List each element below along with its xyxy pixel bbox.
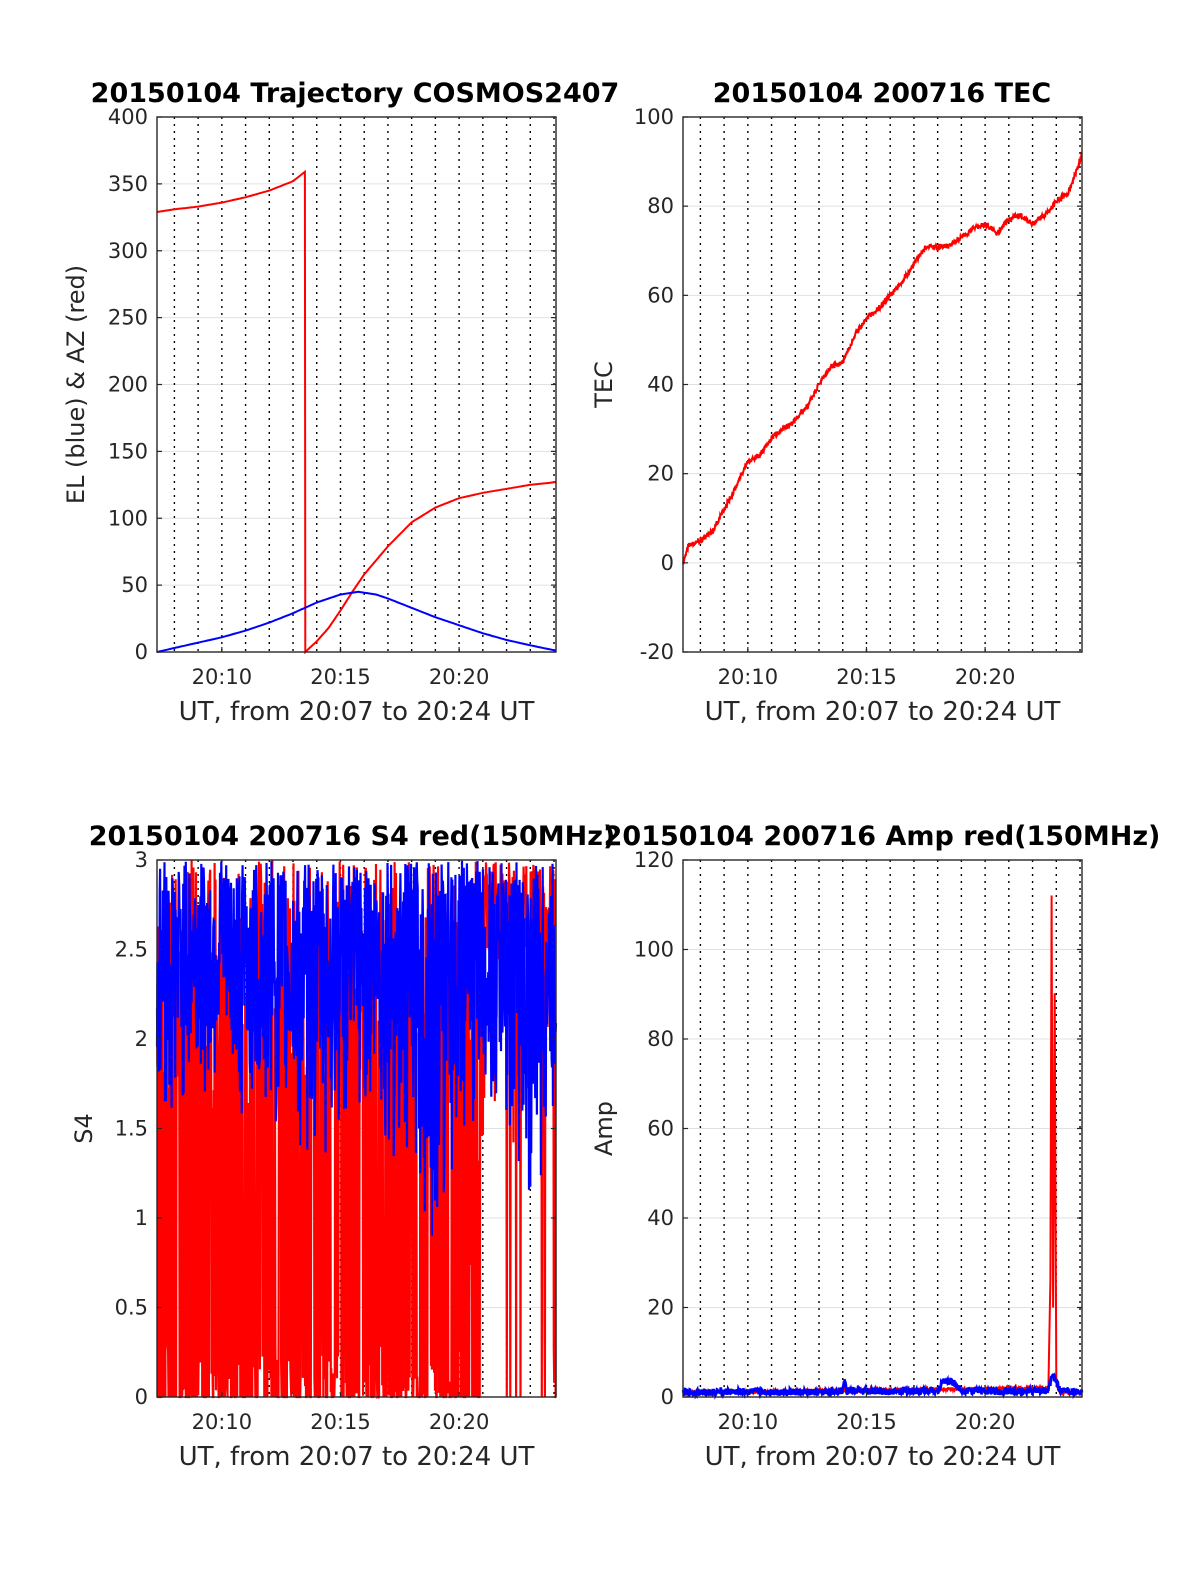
y-tick-label: 250 — [108, 306, 148, 330]
y-tick-label: 150 — [108, 439, 148, 463]
chart-title: 20150104 Trajectory COSMOS2407 — [91, 78, 620, 109]
y-tick-label: -20 — [640, 640, 674, 664]
chart-tec: -20 0 20 40 60 80 100 20:10 20:15 20:20 20150104 2… — [590, 78, 1083, 727]
y-tick-label: 2.5 — [115, 938, 148, 962]
x-tick-label: 20:20 — [429, 1410, 490, 1434]
y-axis-label: S4 — [70, 1113, 98, 1144]
x-tick-label: 20:15 — [836, 1410, 897, 1434]
y-tick-label: 80 — [647, 194, 674, 218]
x-axis-label: UT, from 20:07 to 20:24 UT — [705, 1442, 1061, 1472]
y-axis-label: EL (blue) & AZ (red) — [62, 265, 90, 504]
y-tick-label: 50 — [121, 573, 148, 597]
y-tick-label: 100 — [634, 105, 674, 129]
y-tick-label: 200 — [108, 373, 148, 397]
y-tick-label: 3 — [135, 848, 148, 872]
y-tick-label: 0 — [661, 1385, 674, 1409]
series-line-0 — [156, 169, 557, 655]
chart-trajectory: 0 50 100 150 200 250 300 350 400 20:10 20:15 20:20 2… — [62, 78, 619, 727]
y-tick-label: 0 — [135, 640, 148, 664]
series-line-0 — [682, 151, 1083, 565]
x-axis-label: UT, from 20:07 to 20:24 UT — [179, 1442, 535, 1472]
y-tick-label: 0 — [135, 1385, 148, 1409]
x-tick-label: 20:15 — [836, 665, 897, 689]
x-tick-label: 20:10 — [192, 1410, 253, 1434]
x-axis-label: UT, from 20:07 to 20:24 UT — [179, 697, 535, 727]
series-line-1 — [155, 860, 558, 1236]
series-line-1 — [681, 1372, 1084, 1400]
y-tick-label: 80 — [647, 1027, 674, 1051]
x-tick-label: 20:10 — [718, 1410, 779, 1434]
y-tick-label: 300 — [108, 239, 148, 263]
chart-title: 20150104 200716 TEC — [713, 78, 1052, 109]
y-tick-label: 120 — [634, 848, 674, 872]
y-tick-label: 40 — [647, 373, 674, 397]
x-tick-label: 20:10 — [718, 665, 779, 689]
y-tick-label: 20 — [647, 1296, 674, 1320]
y-tick-label: 60 — [647, 1117, 674, 1141]
x-tick-label: 20:15 — [310, 665, 371, 689]
y-tick-label: 350 — [108, 172, 148, 196]
y-tick-label: 60 — [647, 283, 674, 307]
x-tick-label: 20:20 — [955, 1410, 1016, 1434]
series-line-1 — [156, 590, 557, 653]
x-tick-label: 20:15 — [310, 1410, 371, 1434]
y-axis-label: Amp — [590, 1101, 618, 1156]
y-tick-label: 0 — [661, 551, 674, 575]
y-tick-label: 1.5 — [115, 1117, 148, 1141]
x-tick-label: 20:20 — [955, 665, 1016, 689]
x-tick-label: 20:20 — [429, 665, 490, 689]
y-tick-label: 0.5 — [115, 1296, 148, 1320]
chart-title: 20150104 200716 S4 red(150MHz) — [89, 821, 616, 852]
y-tick-label: 2 — [135, 1027, 148, 1051]
y-tick-label: 20 — [647, 462, 674, 486]
y-tick-label: 1 — [135, 1206, 148, 1230]
y-tick-label: 400 — [108, 105, 148, 129]
y-tick-label: 100 — [108, 506, 148, 530]
chart-s4: 0 0.5 1 1.5 2 2.5 3 20:10 20:15 20:20 20150104 200… — [70, 821, 615, 1472]
chart-title: 20150104 200716 Amp red(150MHz) — [604, 821, 1161, 852]
chart-amp: 0 20 40 60 80 100 120 20:10 20:15 20:20 20150104 2… — [590, 821, 1160, 1472]
y-tick-label: 100 — [634, 938, 674, 962]
x-tick-label: 20:10 — [192, 665, 253, 689]
y-axis-label: TEC — [590, 361, 618, 409]
y-tick-label: 40 — [647, 1206, 674, 1230]
x-axis-label: UT, from 20:07 to 20:24 UT — [705, 697, 1061, 727]
